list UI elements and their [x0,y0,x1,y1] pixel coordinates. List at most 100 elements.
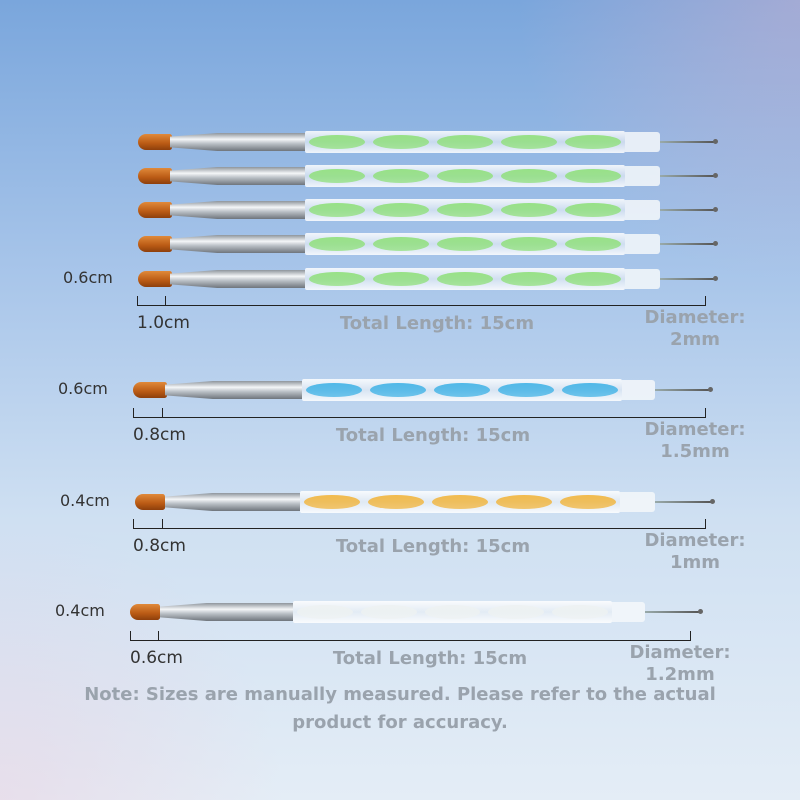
brush-end-cap [622,380,655,400]
handle-twist [565,169,621,183]
handle-twist [309,272,365,286]
brush-end-cap [625,200,660,220]
handle-twist [496,495,552,509]
length-tick [705,408,706,418]
handle-twist [501,169,557,183]
handle-twist [565,203,621,217]
dotting-tip [660,241,718,246]
brush-end-cap [625,132,660,152]
length-line [133,417,705,418]
handle-twist [565,237,621,251]
handle-twist [368,495,424,509]
brush-ferrule [160,603,293,621]
diameter-value: 1mm [669,552,721,573]
handle-twist [373,203,429,217]
brush-handle [305,268,625,290]
handle-twist [424,605,481,619]
total-length-label: Total Length: 15cm [335,536,531,557]
length-tick [133,519,134,529]
brush-bristles [133,382,167,398]
length-line [130,640,690,641]
handle-twist [437,203,493,217]
length-tick [162,408,163,418]
handle-twist [437,135,493,149]
handle-twist [432,495,488,509]
nail-brush [0,491,800,513]
bristle-length-label: 1.0cm [137,313,190,333]
brush-bristles [138,271,172,287]
dotting-tip [655,387,713,392]
handle-twist [306,383,362,397]
brush-handle [305,131,625,153]
note-line-2: product for accuracy. [292,712,508,733]
diameter-label: Diameter: [629,642,731,663]
brush-bristles [138,202,172,218]
nail-brush [0,379,800,401]
length-tick [130,631,131,641]
tip-width-label: 0.6cm [58,379,108,398]
handle-twist [373,237,429,251]
handle-twist [437,272,493,286]
brush-bristles [138,134,172,150]
total-length-label: Total Length: 15cm [335,425,531,446]
length-tick [162,519,163,529]
handle-twist [501,135,557,149]
brush-handle [302,379,622,401]
dotting-tip [655,499,715,504]
tip-width-label: 0.4cm [60,491,110,510]
handle-twist [309,237,365,251]
handle-twist [309,135,365,149]
brush-ferrule [170,270,305,288]
diameter-value: 1.2mm [645,664,715,685]
brush-end-cap [612,602,645,622]
total-length-label: Total Length: 15cm [332,648,528,669]
nail-brush [0,199,800,221]
length-line [137,305,705,306]
brush-bristles [138,168,172,184]
handle-twist [565,135,621,149]
handle-twist [434,383,490,397]
handle-twist [360,605,417,619]
nail-brush [0,131,800,153]
dotting-tip [660,276,718,281]
length-tick [158,631,159,641]
diameter-value: 1.5mm [660,441,730,462]
handle-twist [437,169,493,183]
nail-brush [0,601,800,623]
brush-end-cap [625,166,660,186]
handle-twist [437,237,493,251]
handle-twist [565,272,621,286]
brush-ferrule [170,167,305,185]
handle-twist [560,495,616,509]
brush-end-cap [625,234,660,254]
dotting-tip [660,173,718,178]
brush-handle [305,165,625,187]
bristle-length-label: 0.8cm [133,425,186,445]
length-tick [133,408,134,418]
brush-ferrule [170,235,305,253]
handle-twist [501,272,557,286]
brush-ferrule [170,201,305,219]
dotting-tip [645,609,703,614]
dotting-tip [660,207,718,212]
brush-handle [305,199,625,221]
length-tick [165,296,166,306]
handle-twist [488,605,545,619]
handle-twist [297,605,353,619]
bristle-length-label: 0.8cm [133,536,186,556]
note-line-1: Note: Sizes are manually measured. Pleas… [84,684,716,705]
brush-bristles [130,604,160,620]
handle-twist [309,169,365,183]
length-line [133,528,705,529]
handle-twist [373,272,429,286]
nail-brush [0,165,800,187]
handle-twist [304,495,360,509]
length-tick [705,296,706,306]
brush-end-cap [620,492,655,512]
bristle-length-label: 0.6cm [130,648,183,668]
handle-twist [562,383,618,397]
handle-twist [501,203,557,217]
brush-end-cap [625,269,660,289]
brush-ferrule [165,493,300,511]
nail-brush [0,233,800,255]
